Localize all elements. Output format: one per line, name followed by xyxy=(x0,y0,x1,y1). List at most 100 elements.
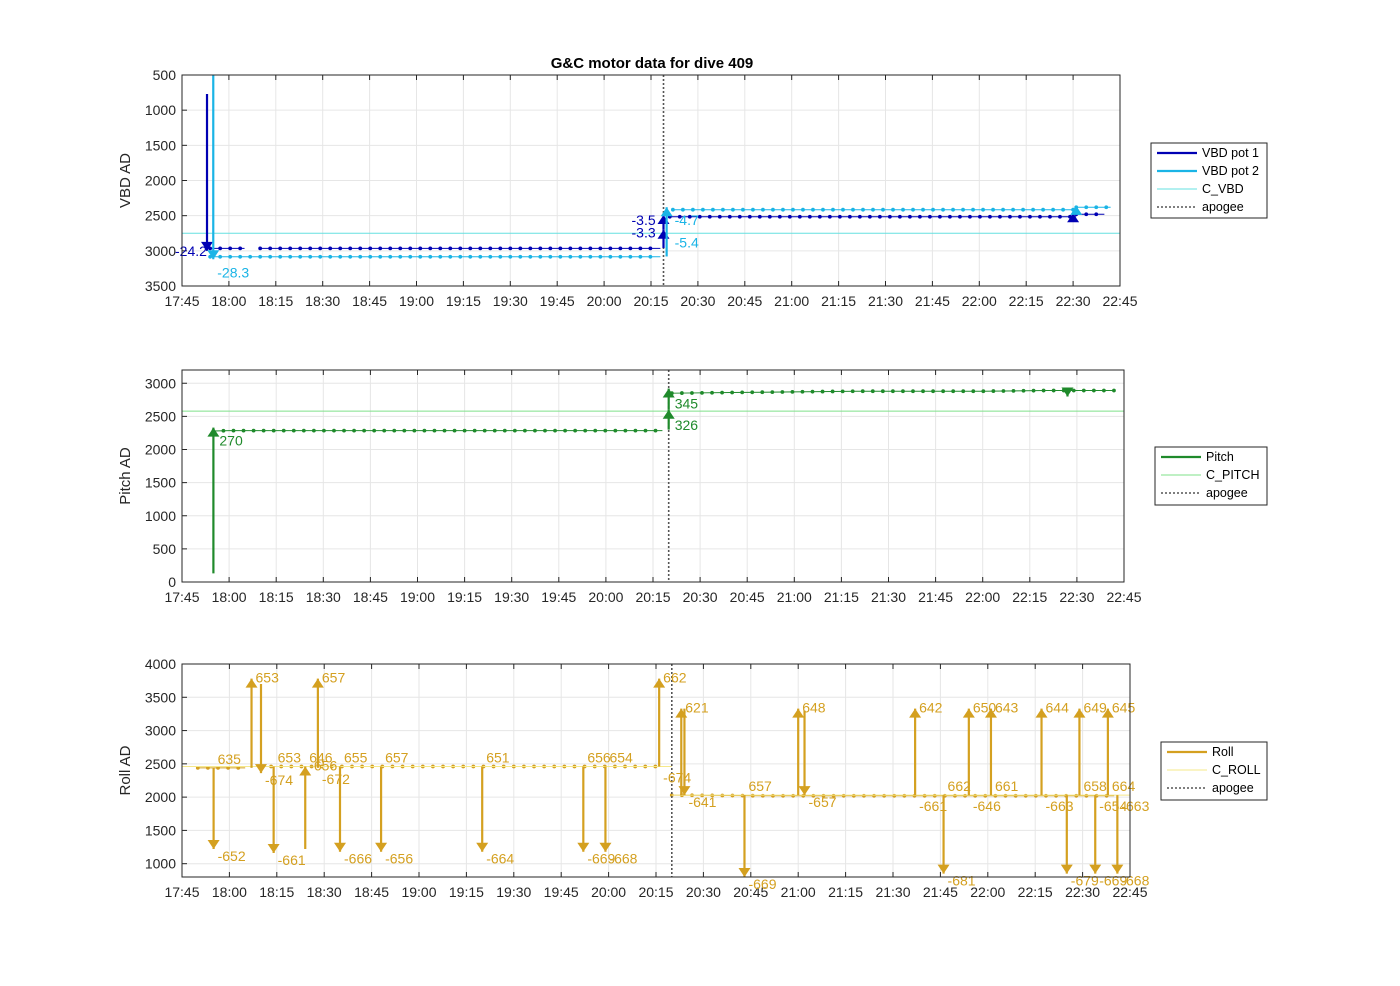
data-point-vbd1 xyxy=(428,246,433,251)
move-label: -668 xyxy=(1121,873,1149,889)
x-tick-label: 22:30 xyxy=(1059,589,1094,605)
data-point-vbd2 xyxy=(468,254,473,259)
move-label: -666 xyxy=(344,851,372,867)
legend-entry: C_VBD xyxy=(1202,182,1244,196)
x-tick-label: 19:00 xyxy=(399,293,434,309)
data-point-vbd1 xyxy=(538,246,543,251)
y-tick-label: 1500 xyxy=(145,475,176,491)
x-tick-label: 21:45 xyxy=(918,589,953,605)
data-point-pitch xyxy=(633,428,638,433)
data-point-pitch xyxy=(1031,388,1036,393)
data-point-vbd1 xyxy=(737,214,742,219)
data-point-pitch xyxy=(1021,388,1026,393)
data-point-pitch xyxy=(231,428,236,433)
data-point-vbd2 xyxy=(558,254,563,259)
move-arrowhead xyxy=(207,250,220,260)
move-label: -661 xyxy=(919,798,947,814)
x-tick-label: 18:15 xyxy=(259,589,294,605)
data-point-pitch xyxy=(291,428,296,433)
move-arrowhead xyxy=(738,868,751,877)
data-point-vbd1 xyxy=(328,246,333,251)
data-point-vbd1 xyxy=(927,214,932,219)
data-point-roll xyxy=(1074,793,1079,798)
data-point-vbd1 xyxy=(968,214,972,219)
move-label: -664 xyxy=(486,851,514,867)
x-tick-label: 21:45 xyxy=(915,293,950,309)
data-point-pitch xyxy=(911,389,915,394)
data-point-vbd2 xyxy=(278,254,283,259)
move-label: -646 xyxy=(973,798,1001,814)
data-point-roll xyxy=(922,793,927,798)
data-point-vbd1 xyxy=(677,214,682,219)
x-tick-label: 21:30 xyxy=(871,589,906,605)
move-label: 649 xyxy=(1083,700,1107,716)
data-point-vbd2 xyxy=(578,254,583,259)
x-tick-label: 19:15 xyxy=(446,293,481,309)
data-point-vbd2 xyxy=(1021,207,1025,212)
data-point-vbd1 xyxy=(1084,212,1089,217)
data-point-vbd1 xyxy=(588,246,593,251)
data-point-vbd1 xyxy=(308,246,313,251)
move-label: 648 xyxy=(802,700,826,716)
data-point-vbd1 xyxy=(857,214,862,219)
legend-box xyxy=(1150,142,1268,219)
data-point-pitch xyxy=(342,428,346,433)
y-tick-label: 3000 xyxy=(145,243,176,259)
y-tick-label: 2000 xyxy=(145,789,176,805)
data-point-roll xyxy=(1023,793,1028,798)
data-point-vbd1 xyxy=(998,214,1002,219)
move-label: -674 xyxy=(265,772,293,788)
y-axis-label: VBD AD xyxy=(117,153,134,208)
x-tick-label: 18:45 xyxy=(353,589,388,605)
x-tick-label: 18:15 xyxy=(258,293,293,309)
data-point-vbd2 xyxy=(398,254,403,259)
move-label: 655 xyxy=(344,750,368,766)
move-arrowhead xyxy=(1061,387,1074,397)
move-arrowhead xyxy=(792,708,805,718)
x-tick-label: 22:15 xyxy=(1012,589,1047,605)
data-point-roll xyxy=(983,793,988,798)
data-point-pitch xyxy=(1102,388,1106,393)
data-point-vbd2 xyxy=(458,254,463,259)
move-arrowhead xyxy=(1101,708,1114,718)
data-point-pitch xyxy=(221,428,226,433)
move-arrowhead xyxy=(255,764,267,774)
data-point-pitch xyxy=(679,391,684,395)
data-point-vbd2 xyxy=(871,207,875,212)
legend-entry: apogee xyxy=(1202,200,1244,214)
data-point-vbd2 xyxy=(961,207,965,212)
data-point-vbd1 xyxy=(558,246,563,251)
y-axis-label: Pitch AD xyxy=(117,447,134,505)
data-point-vbd2 xyxy=(811,207,815,212)
x-tick-label: 22:15 xyxy=(1018,884,1053,900)
data-point-pitch xyxy=(623,428,628,433)
data-point-vbd2 xyxy=(408,254,413,259)
data-point-vbd2 xyxy=(338,254,343,259)
data-point-vbd1 xyxy=(358,246,363,251)
x-tick-label: 18:45 xyxy=(354,884,389,900)
move-arrowhead xyxy=(1073,708,1086,718)
axes-box xyxy=(181,369,1125,583)
move-label: -663 xyxy=(1121,798,1149,814)
data-point-pitch xyxy=(961,389,966,394)
data-point-pitch xyxy=(422,428,427,433)
data-point-vbd2 xyxy=(508,254,513,259)
data-point-vbd2 xyxy=(448,254,453,259)
move-label: 657 xyxy=(748,778,772,794)
data-point-vbd1 xyxy=(398,246,403,251)
data-point-vbd1 xyxy=(648,246,653,251)
move-arrowhead xyxy=(937,864,950,874)
data-point-vbd2 xyxy=(711,207,715,212)
data-point-roll xyxy=(781,793,785,798)
vbd-panel: 17:45 18:00 18:15 18:30 18:45 19:00 19:15 19:30… xyxy=(117,67,1268,309)
data-point-vbd1 xyxy=(348,246,353,251)
data-point-vbd2 xyxy=(368,254,373,259)
data-point-pitch xyxy=(281,428,286,433)
x-tick-label: 21:00 xyxy=(777,589,812,605)
move-label: -669 xyxy=(587,851,615,867)
x-tick-label: 17:45 xyxy=(164,589,199,605)
y-tick-label: 500 xyxy=(153,541,177,557)
move-arrowhead xyxy=(1089,864,1102,874)
data-point-vbd2 xyxy=(761,207,765,212)
data-point-vbd1 xyxy=(807,214,812,219)
